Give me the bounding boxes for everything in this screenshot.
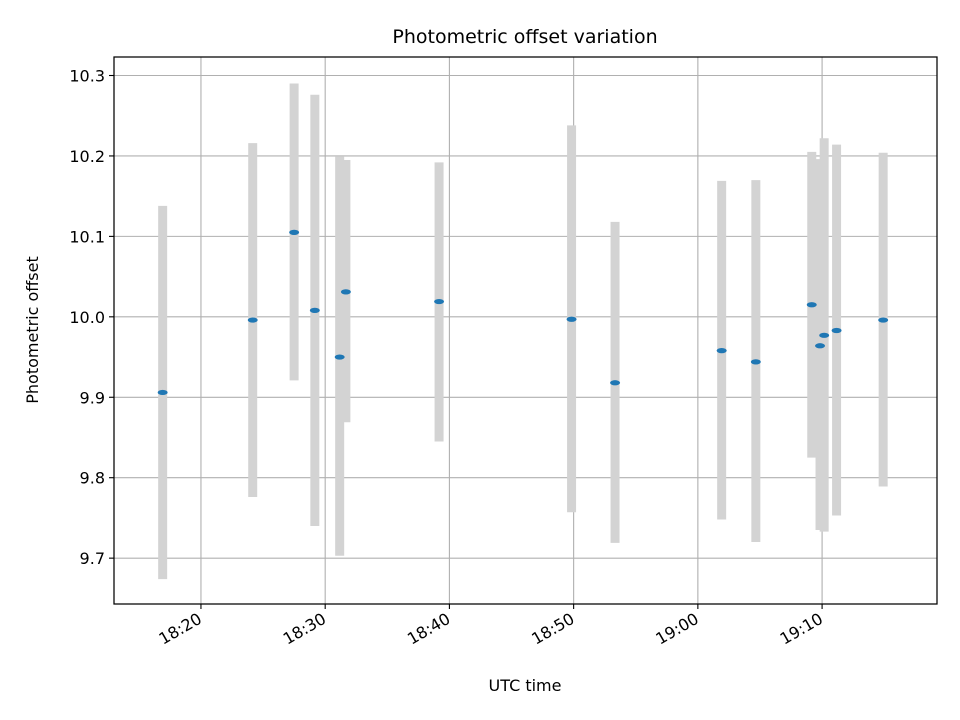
- data-point: [309, 307, 320, 313]
- data-point: [340, 289, 351, 295]
- data-point: [716, 348, 727, 354]
- y-tick-label: 10.3: [69, 67, 105, 86]
- marker-layer: [157, 229, 889, 396]
- axes-frame: [113, 56, 938, 605]
- plot-area: [114, 57, 937, 604]
- y-axis-ticks: 9.7 9.8 9.9 10.0 10.1 10.2 10.3: [69, 67, 114, 568]
- data-point: [566, 316, 577, 322]
- data-point: [819, 332, 830, 338]
- data-point: [806, 302, 817, 308]
- data-point: [247, 317, 258, 323]
- y-tick-label: 10.2: [69, 147, 105, 166]
- data-point: [815, 343, 826, 349]
- data-point: [878, 317, 889, 323]
- x-axis-label: UTC time: [489, 676, 562, 695]
- y-tick-label: 10.0: [69, 308, 105, 327]
- data-point: [334, 354, 345, 360]
- data-point: [610, 380, 621, 386]
- y-tick-label: 9.8: [80, 469, 105, 488]
- y-tick-label: 9.7: [80, 549, 105, 568]
- y-axis-label: Photometric offset: [23, 256, 42, 404]
- y-tick-label: 9.9: [80, 388, 105, 407]
- chart-title: Photometric offset variation: [392, 26, 657, 48]
- y-tick-label: 10.1: [69, 227, 105, 246]
- data-point: [750, 359, 761, 365]
- data-point: [434, 298, 445, 305]
- data-point: [157, 389, 168, 396]
- data-point: [831, 327, 842, 334]
- data-point: [289, 229, 300, 235]
